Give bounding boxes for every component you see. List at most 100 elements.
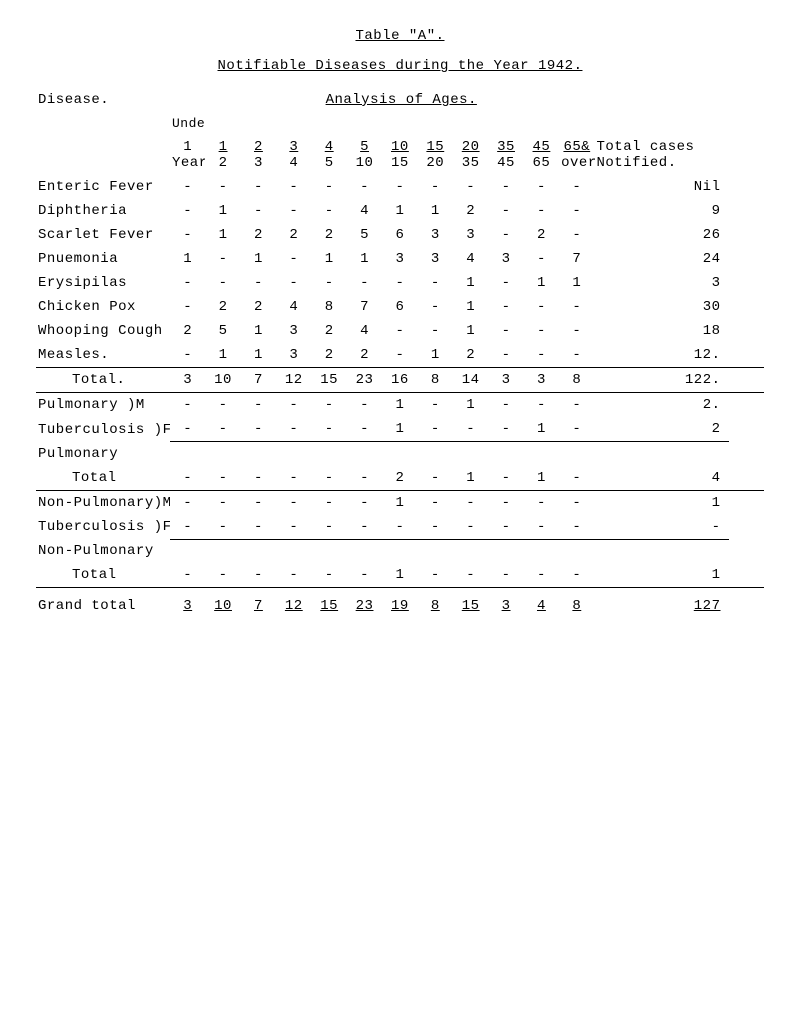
cell: - (205, 175, 240, 199)
cell: - (524, 563, 559, 587)
row-total: 24 (595, 247, 729, 271)
cell: - (170, 515, 205, 540)
cell: - (559, 319, 594, 343)
pulm-total-label1: Pulmonary (36, 442, 170, 466)
grand-cell: 12 (276, 588, 311, 619)
cell: - (347, 417, 382, 442)
grand-cell: 15 (453, 588, 488, 619)
cell: 2 (170, 319, 205, 343)
cell: - (453, 175, 488, 199)
cell: 4 (347, 319, 382, 343)
cell: 2 (347, 343, 382, 368)
cell: - (453, 490, 488, 515)
col-sub-desc: Notified. (595, 155, 729, 175)
col-sub: 3 (241, 155, 276, 175)
cell: - (241, 271, 276, 295)
total-cell: 7 (241, 368, 276, 392)
total-cell: 16 (382, 368, 417, 392)
cell: 1 (347, 247, 382, 271)
col-head: 4 (312, 135, 347, 155)
cell: - (524, 343, 559, 368)
cell: - (418, 175, 453, 199)
cell: - (241, 393, 276, 418)
cell: - (382, 175, 417, 199)
table-title: Table "A". (36, 28, 764, 44)
cell: - (170, 271, 205, 295)
cell: - (347, 563, 382, 587)
cell: - (276, 247, 311, 271)
cell: - (347, 490, 382, 515)
cell: - (312, 466, 347, 490)
cell: - (170, 223, 205, 247)
cell: 3 (453, 223, 488, 247)
row-total: 12. (595, 343, 729, 368)
row-total: 30 (595, 295, 729, 319)
row-total: 18 (595, 319, 729, 343)
cell: - (347, 175, 382, 199)
cell: 2 (382, 466, 417, 490)
cell: 1 (453, 393, 488, 418)
col-head: 20 (453, 135, 488, 155)
grand-cell: 3 (170, 588, 205, 619)
cell: 3 (382, 247, 417, 271)
cell: 3 (276, 343, 311, 368)
cell: 1 (453, 319, 488, 343)
pulm-total-label2: Total (36, 466, 170, 490)
col-sub: Year (170, 155, 205, 175)
grand-cell: 7 (241, 588, 276, 619)
row-label: Scarlet Fever (36, 223, 170, 247)
row-label: Enteric Fever (36, 175, 170, 199)
cell: 1 (524, 466, 559, 490)
cell: - (559, 295, 594, 319)
cell: - (205, 490, 240, 515)
cell: - (241, 417, 276, 442)
cell: 1 (382, 199, 417, 223)
total-cell: 23 (347, 368, 382, 392)
cell: - (488, 417, 523, 442)
cell: - (170, 563, 205, 587)
cell: - (488, 563, 523, 587)
cell: - (347, 515, 382, 540)
row-total: 9 (595, 199, 729, 223)
cell: - (488, 175, 523, 199)
cell: - (170, 199, 205, 223)
cell: 1 (382, 417, 417, 442)
cell: 1 (312, 247, 347, 271)
col-head: 1 (205, 135, 240, 155)
cell: - (170, 490, 205, 515)
col-sub: 5 (312, 155, 347, 175)
cell: - (382, 515, 417, 540)
cell: - (488, 515, 523, 540)
cell: - (170, 466, 205, 490)
cell: 1 (241, 247, 276, 271)
cell: - (276, 515, 311, 540)
cell: 4 (276, 295, 311, 319)
table-row: Measles.-11322-12---12. (36, 343, 764, 368)
row-label: Pnuemonia (36, 247, 170, 271)
grand-cell: 8 (559, 588, 594, 619)
col-sub: 10 (347, 155, 382, 175)
col-sub: 45 (488, 155, 523, 175)
cell: - (488, 295, 523, 319)
cell: - (205, 393, 240, 418)
cell: - (418, 271, 453, 295)
cell: - (418, 295, 453, 319)
cell: - (241, 466, 276, 490)
col-head: 15 (418, 135, 453, 155)
cell: 2 (312, 319, 347, 343)
under-label: Under (170, 112, 205, 135)
total-cell: 15 (312, 368, 347, 392)
grand-cell: 23 (347, 588, 382, 619)
cell: - (276, 563, 311, 587)
total-label: Total. (36, 368, 170, 392)
cell: 1 (524, 417, 559, 442)
col-head-desc: Total cases (595, 135, 729, 155)
cell: - (312, 393, 347, 418)
nonp-total-label2: Total (36, 563, 170, 587)
cell: - (241, 490, 276, 515)
cell: - (312, 515, 347, 540)
cell: 1 (418, 199, 453, 223)
col-head: 10 (382, 135, 417, 155)
cell: - (241, 515, 276, 540)
cell: 1 (382, 490, 417, 515)
